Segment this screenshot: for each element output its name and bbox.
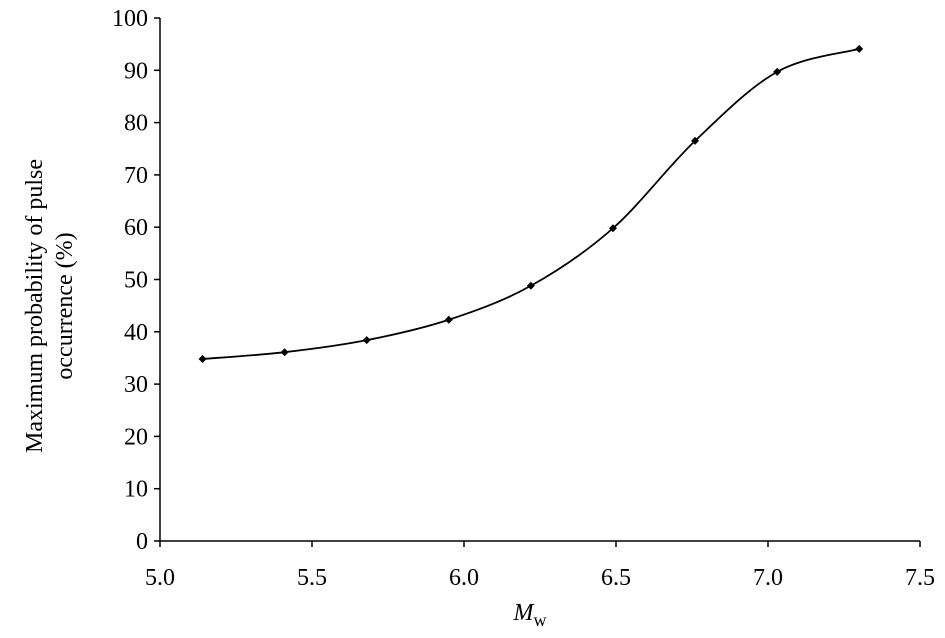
x-axis-label-sub: w — [534, 610, 547, 630]
y-tick-label: 0 — [136, 529, 148, 555]
x-tick-label: 7.5 — [905, 565, 935, 591]
marker — [691, 136, 700, 145]
marker — [280, 348, 289, 357]
y-tick-label: 10 — [124, 477, 148, 503]
x-tick-label: 6.5 — [601, 565, 631, 591]
y-axis-label: occurrence (%) — [52, 232, 78, 379]
y-tick-label: 80 — [124, 111, 148, 137]
y-tick-label: 70 — [124, 163, 148, 189]
y-tick-label: 100 — [112, 6, 148, 32]
y-tick-label: 50 — [124, 268, 148, 294]
x-tick-label: 5.5 — [297, 565, 327, 591]
line — [202, 47, 860, 360]
y-axis-label: Maximum probability of pulse — [22, 159, 48, 453]
y-tick-label: 40 — [124, 320, 148, 346]
marker — [198, 354, 207, 363]
marker — [526, 281, 535, 290]
y-tick-label: 90 — [124, 58, 148, 84]
x-tick-label: 7.0 — [753, 565, 783, 591]
marker — [608, 224, 617, 233]
x-tick-label: 5.0 — [145, 565, 175, 591]
x-axis-label: Mw — [513, 600, 547, 630]
y-tick-label: 60 — [124, 215, 148, 241]
marker — [855, 44, 864, 53]
y-tick-label: 30 — [124, 372, 148, 398]
marker — [362, 336, 371, 345]
y-tick-label: 20 — [124, 424, 148, 450]
marker — [773, 67, 782, 76]
x-axis-label-main: M — [513, 600, 536, 626]
marker — [444, 315, 453, 324]
x-tick-label: 6.0 — [449, 565, 479, 591]
